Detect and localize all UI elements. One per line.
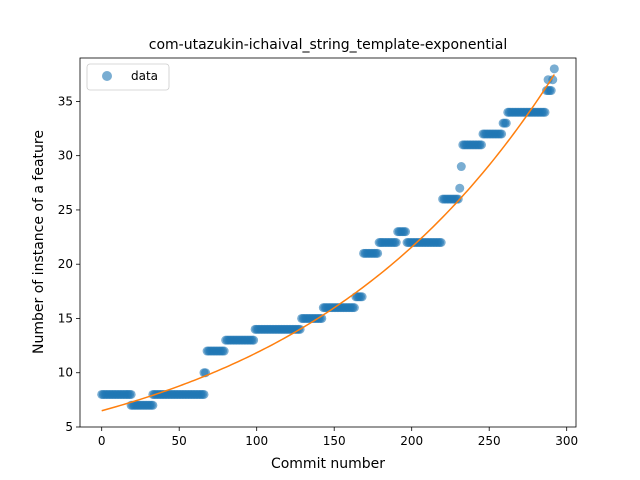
data-point: [126, 389, 136, 399]
data-point: [401, 227, 410, 237]
legend-marker-data: [102, 71, 112, 81]
x-tick-label: 200: [400, 434, 423, 448]
data-point: [436, 238, 446, 247]
fit-line: [101, 74, 555, 412]
data-point: [453, 194, 463, 204]
x-tick-label: 300: [555, 434, 578, 448]
x-axis-ticks: 0 50 100 150 200 250 300: [98, 427, 578, 448]
y-axis-title: Number of instance of a feature: [31, 130, 47, 354]
y-tick-label: 15: [58, 311, 73, 325]
data-point: [391, 238, 401, 247]
data-point: [199, 389, 209, 399]
legend-label-data: data: [131, 69, 158, 83]
scatter-series-data: [97, 64, 559, 410]
y-tick-label: 25: [58, 203, 73, 217]
data-point: [455, 183, 465, 193]
data-point: [219, 346, 229, 356]
data-point: [349, 303, 359, 313]
y-axis-ticks: 5 10 15 20 25 30 35: [58, 94, 80, 434]
y-tick-label: 30: [58, 149, 73, 163]
x-tick-label: 100: [245, 434, 268, 448]
data-point: [540, 107, 550, 117]
data-point: [148, 400, 158, 410]
x-tick-label: 0: [98, 434, 106, 448]
y-tick-label: 20: [58, 257, 73, 271]
x-tick-label: 250: [478, 434, 501, 448]
x-axis-title: Commit number: [271, 456, 385, 472]
y-tick-label: 10: [58, 366, 73, 380]
y-tick-label: 35: [58, 94, 73, 108]
data-point: [357, 292, 367, 302]
data-point: [501, 118, 511, 128]
y-tick-label: 5: [65, 420, 73, 434]
data-point: [546, 86, 556, 96]
axes-frame: [79, 57, 577, 428]
x-tick-label: 50: [172, 434, 187, 448]
data-point: [373, 248, 383, 258]
data-point: [549, 64, 559, 74]
data-point: [548, 75, 558, 85]
legend-box: [86, 63, 170, 91]
x-tick-label: 150: [323, 434, 346, 448]
data-point: [476, 140, 486, 150]
chart-title: com-utazukin-ichaival_string_template-ex…: [149, 37, 507, 53]
data-point: [456, 162, 466, 172]
data-point: [317, 313, 327, 323]
data-point: [497, 129, 507, 139]
data-point: [249, 335, 259, 345]
legend: data: [86, 63, 170, 91]
